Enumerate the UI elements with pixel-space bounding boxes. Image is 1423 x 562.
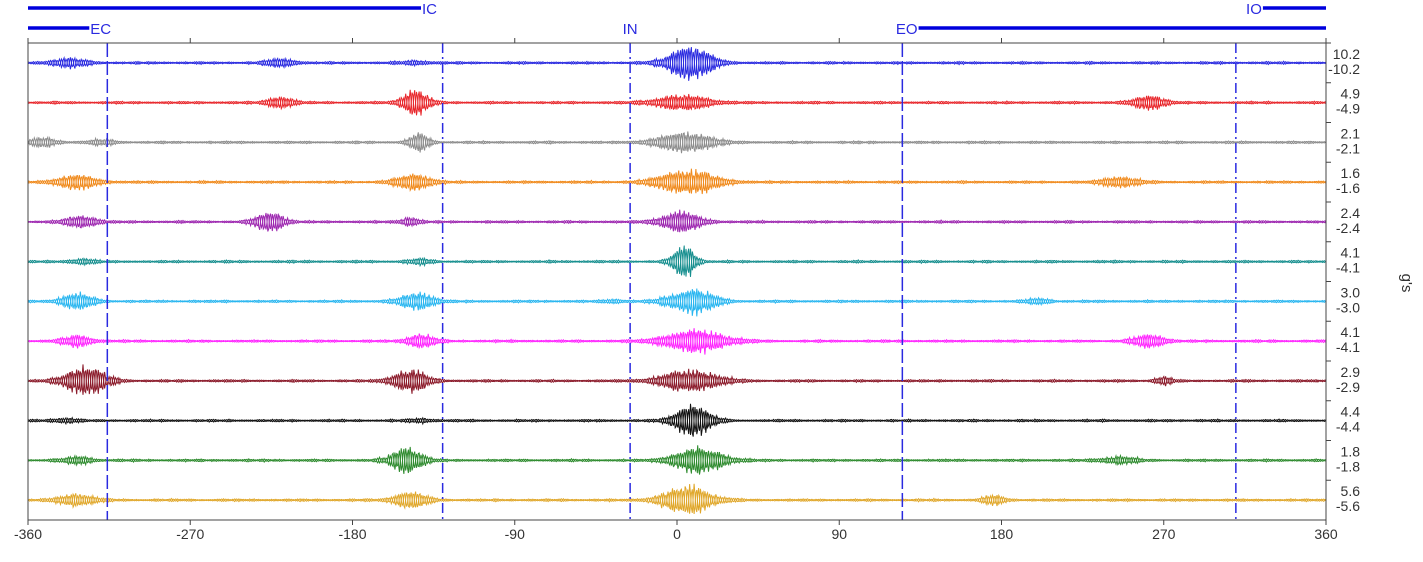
scale-max-label: 1.6 <box>1341 165 1361 181</box>
x-tick-label: -90 <box>505 526 525 542</box>
scale-max-label: 2.9 <box>1341 364 1361 380</box>
scale-min-label: -3.0 <box>1336 299 1360 315</box>
channel-2-trace-mirror <box>27 91 1327 114</box>
event-label-in: IN <box>623 21 638 38</box>
axes: -360 -270 -180 -90 0 90 180 270 36010.2-10.24.9-… <box>14 38 1360 542</box>
x-tick-label: 270 <box>1152 526 1176 542</box>
scale-min-label: -2.1 <box>1336 140 1360 156</box>
scale-max-label: 4.1 <box>1341 245 1361 261</box>
scale-max-label: 5.6 <box>1341 483 1361 499</box>
channel-4-trace <box>27 168 1327 195</box>
channel-10-trace-mirror <box>27 406 1327 435</box>
x-tick-label: -360 <box>14 526 42 542</box>
scale-min-label: -5.6 <box>1336 498 1360 514</box>
scale-min-label: -10.2 <box>1328 61 1360 77</box>
y-axis-label: g's <box>1398 274 1415 293</box>
scale-max-label: 2.1 <box>1341 125 1361 141</box>
channel-9-trace <box>27 364 1327 395</box>
scale-min-label: -1.6 <box>1336 180 1360 196</box>
event-bar-label-io: IO <box>1246 1 1262 18</box>
x-tick-label: 90 <box>831 526 847 542</box>
channel-9-trace-mirror <box>28 369 1327 395</box>
scale-max-label: 4.9 <box>1341 86 1361 102</box>
channel-12-trace-mirror <box>27 488 1327 515</box>
event-lines: IN <box>106 21 1237 520</box>
channel-1-trace-mirror <box>27 47 1327 77</box>
traces <box>27 47 1327 515</box>
scale-min-label: -2.9 <box>1336 379 1360 395</box>
scale-max-label: 2.4 <box>1341 205 1361 221</box>
channel-3-trace-mirror <box>27 133 1327 152</box>
channel-8-trace-mirror <box>27 329 1327 353</box>
event-bars: IC EC EO IO <box>28 1 1326 38</box>
x-tick-label: -270 <box>176 526 204 542</box>
scale-min-label: -1.8 <box>1336 458 1360 474</box>
scale-max-label: 3.0 <box>1341 284 1361 300</box>
scale-max-label: 4.1 <box>1341 324 1361 340</box>
scale-min-label: -4.1 <box>1336 339 1360 355</box>
event-bar-label-ic: IC <box>422 1 437 18</box>
channel-10-trace <box>27 403 1327 437</box>
scale-max-label: 4.4 <box>1341 404 1361 420</box>
event-bar-label-eo: EO <box>896 21 918 38</box>
scale-max-label: 10.2 <box>1333 46 1360 62</box>
channel-11-trace-mirror <box>27 448 1327 474</box>
scale-min-label: -4.9 <box>1336 101 1360 117</box>
scale-min-label: -4.1 <box>1336 260 1360 276</box>
x-tick-label: -180 <box>338 526 366 542</box>
channel-6-trace-mirror <box>27 248 1327 276</box>
scale-min-label: -2.4 <box>1336 220 1360 236</box>
scale-max-label: 1.8 <box>1341 443 1361 459</box>
x-tick-label: 360 <box>1314 526 1338 542</box>
scale-min-label: -4.4 <box>1336 419 1360 435</box>
channel-4-trace-mirror <box>27 171 1327 194</box>
x-tick-label: 180 <box>990 526 1014 542</box>
channel-7-trace-mirror <box>27 288 1327 312</box>
channel-5-trace-mirror <box>27 212 1327 233</box>
x-tick-label: 0 <box>673 526 681 542</box>
event-bar-label-ec: EC <box>90 21 111 38</box>
